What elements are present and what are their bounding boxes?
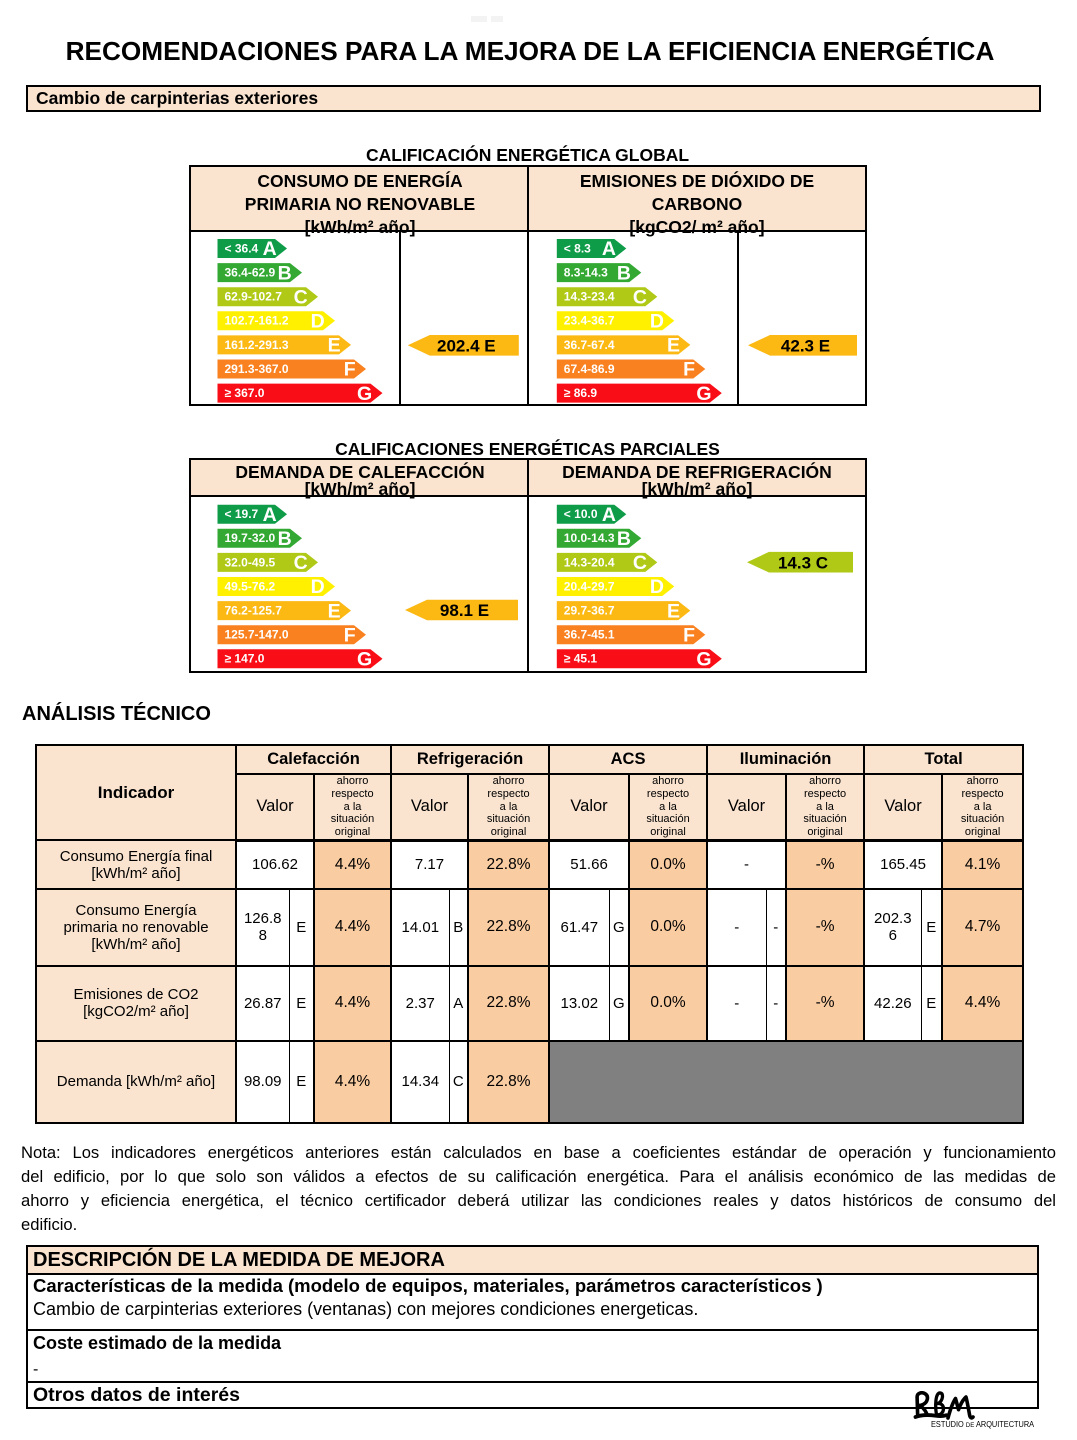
- svg-text:10.0-14.3: 10.0-14.3: [564, 531, 615, 545]
- svg-text:A: A: [263, 504, 277, 526]
- svg-text:F: F: [683, 359, 695, 381]
- svg-text:98.1 E: 98.1 E: [440, 601, 489, 620]
- svg-text:36.4-62.9: 36.4-62.9: [225, 266, 276, 280]
- svg-text:D: D: [650, 576, 664, 598]
- svg-text:161.2-291.3: 161.2-291.3: [225, 338, 289, 352]
- svg-text:F: F: [683, 624, 695, 646]
- svg-text:G: G: [357, 383, 372, 405]
- svg-text:8.3-14.3: 8.3-14.3: [564, 266, 608, 280]
- svg-text:67.4-86.9: 67.4-86.9: [564, 362, 615, 376]
- svg-text:32.0-49.5: 32.0-49.5: [225, 555, 276, 569]
- svg-text:36.7-67.4: 36.7-67.4: [564, 338, 615, 352]
- svg-text:42.3 E: 42.3 E: [781, 337, 830, 356]
- svg-text:36.7-45.1: 36.7-45.1: [564, 628, 615, 642]
- svg-text:C: C: [633, 286, 647, 308]
- svg-text:< 10.0: < 10.0: [564, 507, 598, 521]
- svg-text:49.5-76.2: 49.5-76.2: [225, 579, 276, 593]
- svg-text:291.3-367.0: 291.3-367.0: [225, 362, 289, 376]
- svg-text:F: F: [344, 359, 356, 381]
- svg-text:A: A: [263, 238, 277, 260]
- svg-text:62.9-102.7: 62.9-102.7: [225, 290, 283, 304]
- svg-text:< 8.3: < 8.3: [564, 241, 591, 255]
- svg-text:B: B: [617, 262, 631, 284]
- svg-text:D: D: [650, 311, 664, 333]
- svg-text:14.3 C: 14.3 C: [778, 553, 828, 572]
- svg-text:E: E: [328, 600, 341, 622]
- svg-text:C: C: [294, 286, 308, 308]
- svg-text:20.4-29.7: 20.4-29.7: [564, 579, 615, 593]
- svg-text:G: G: [696, 383, 711, 405]
- svg-text:< 36.4: < 36.4: [225, 241, 259, 255]
- svg-text:19.7-32.0: 19.7-32.0: [225, 531, 276, 545]
- svg-text:A: A: [602, 504, 616, 526]
- svg-text:E: E: [667, 335, 680, 357]
- svg-text:29.7-36.7: 29.7-36.7: [564, 604, 615, 618]
- svg-text:≥ 367.0: ≥ 367.0: [225, 386, 265, 400]
- svg-text:D: D: [311, 311, 325, 333]
- svg-text:14.3-23.4: 14.3-23.4: [564, 290, 615, 304]
- svg-text:≥ 147.0: ≥ 147.0: [225, 652, 265, 666]
- svg-text:E: E: [667, 600, 680, 622]
- svg-text:125.7-147.0: 125.7-147.0: [225, 628, 289, 642]
- svg-text:B: B: [617, 528, 631, 550]
- svg-text:G: G: [696, 649, 711, 671]
- svg-text:≥ 86.9: ≥ 86.9: [564, 386, 598, 400]
- svg-text:76.2-125.7: 76.2-125.7: [225, 604, 283, 618]
- svg-text:C: C: [294, 552, 308, 574]
- svg-text:C: C: [633, 552, 647, 574]
- svg-text:202.4 E: 202.4 E: [437, 337, 496, 356]
- svg-text:≥ 45.1: ≥ 45.1: [564, 652, 598, 666]
- svg-text:B: B: [278, 262, 292, 284]
- svg-text:G: G: [357, 649, 372, 671]
- svg-text:102.7-161.2: 102.7-161.2: [225, 314, 289, 328]
- svg-text:23.4-36.7: 23.4-36.7: [564, 314, 615, 328]
- svg-text:14.3-20.4: 14.3-20.4: [564, 555, 615, 569]
- svg-text:F: F: [344, 624, 356, 646]
- svg-text:A: A: [602, 238, 616, 260]
- svg-text:< 19.7: < 19.7: [225, 507, 259, 521]
- svg-text:D: D: [311, 576, 325, 598]
- svg-text:B: B: [278, 528, 292, 550]
- svg-text:E: E: [328, 335, 341, 357]
